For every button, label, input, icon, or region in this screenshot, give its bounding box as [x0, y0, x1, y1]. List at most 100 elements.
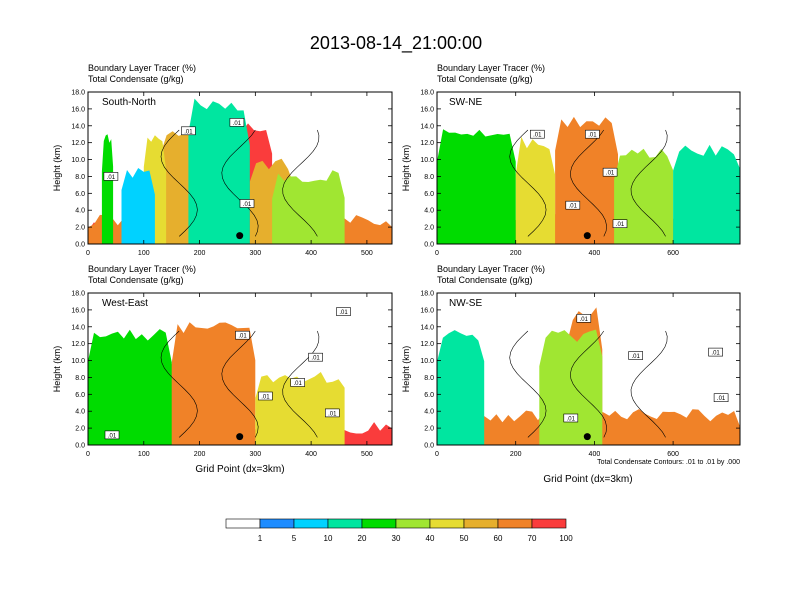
panel-field	[437, 293, 740, 445]
contour-label-text: .01	[580, 317, 589, 323]
x-tick-label: 300	[249, 250, 261, 257]
contour-label-box	[324, 408, 340, 418]
panel-title: South-North	[102, 97, 156, 108]
y-tick-label: 14.0	[420, 123, 434, 130]
y-tick-label: 2.0	[424, 225, 434, 232]
x-axis-label: Grid Point (dx=3km)	[195, 464, 284, 475]
x-tick-label: 600	[667, 250, 679, 257]
contour-label-box	[628, 351, 644, 360]
y-tick-label: 2.0	[75, 426, 85, 433]
colorbar-swatch	[259, 518, 295, 529]
contour-label-box	[104, 430, 120, 440]
contour-label: .01	[239, 199, 255, 208]
panel-header-line2: Total Condensate (g/kg)	[437, 74, 533, 84]
colorbar: 1 5 10 20 30 40 50 60 70 100	[225, 518, 573, 543]
contour-label-text: .01	[567, 417, 576, 423]
contour-label-box	[602, 167, 618, 177]
contour-label-box	[229, 118, 245, 127]
contour-label: .01	[336, 307, 351, 316]
condensate-contours: .01 .01 .01 .01	[103, 118, 320, 240]
colorbar-swatch	[429, 518, 465, 529]
contour-label-box	[576, 313, 592, 323]
contour-label-text: .01	[533, 133, 542, 139]
contour-line	[282, 330, 320, 438]
y-tick-label: 6.0	[424, 392, 434, 399]
panel-header-line2: Total Condensate (g/kg)	[437, 275, 533, 285]
contour-label-text: .01	[339, 310, 348, 316]
panel-nw-se: Boundary Layer Tracer (%) Total Condensa…	[401, 264, 741, 485]
contour-footnote: Total Condensate Contours: .01 to .01 by…	[597, 459, 740, 466]
contour-label: .01	[103, 172, 119, 181]
contour-line	[221, 129, 259, 237]
y-tick-label: 4.0	[424, 409, 434, 416]
plot-frame	[436, 292, 741, 446]
panel-title: NW-SE	[449, 298, 482, 309]
colorbar-swatch	[361, 518, 397, 529]
contour-line	[630, 330, 668, 438]
condensate-contours: .01 .01 .01 .01 .01	[509, 313, 729, 441]
contour-line	[509, 330, 547, 438]
colorbar-swatch	[293, 518, 329, 529]
y-tick-label: 12.0	[420, 140, 434, 147]
colorbar-label: 20	[358, 534, 367, 543]
contour-label-text: .01	[184, 129, 193, 135]
panel-header-line1: Boundary Layer Tracer (%)	[88, 63, 196, 73]
panel-title: SW-NE	[449, 97, 482, 108]
panel-south-north: Boundary Layer Tracer (%) Total Condensa…	[52, 63, 393, 257]
y-tick-label: 18.0	[420, 90, 434, 97]
y-axis-label: Height (km)	[52, 145, 62, 192]
location-marker	[583, 232, 591, 240]
y-tick-label: 16.0	[420, 106, 434, 113]
contour-label-box	[529, 129, 545, 139]
contour-label-box	[708, 347, 723, 357]
field-region	[160, 129, 197, 244]
y-tick-label: 12.0	[420, 341, 434, 348]
contour-label-box	[181, 126, 196, 136]
panel-field	[88, 293, 392, 445]
x-tick-label: 400	[589, 250, 601, 257]
contour-line	[630, 129, 668, 237]
y-tick-label: 18.0	[420, 291, 434, 298]
y-tick-label: 14.0	[71, 324, 85, 331]
contour-label-text: .01	[717, 396, 726, 402]
contour-label: .01	[308, 352, 323, 362]
contour-line	[509, 129, 547, 237]
panel-header-line1: Boundary Layer Tracer (%)	[88, 264, 196, 274]
field-region	[121, 168, 155, 244]
contour-label: .01	[235, 330, 250, 340]
plot-frame	[87, 91, 393, 245]
field-region	[555, 116, 618, 244]
y-tick-label: 10.0	[71, 157, 85, 164]
panel-sw-ne: Boundary Layer Tracer (%) Total Condensa…	[401, 63, 741, 257]
y-tick-label: 4.0	[75, 409, 85, 416]
y-tick-label: 10.0	[71, 358, 85, 365]
contour-label-text: .01	[328, 411, 337, 417]
contour-label: .01	[576, 313, 592, 323]
contour-label-text: .01	[233, 121, 242, 127]
panel-field	[88, 92, 392, 244]
panel-west-east: Boundary Layer Tracer (%) Total Condensa…	[52, 264, 393, 475]
contour-line	[221, 330, 259, 438]
contour-line	[570, 330, 607, 438]
contour-label-text: .01	[588, 133, 597, 139]
contour-label: .01	[612, 219, 628, 228]
colorbar-label: 100	[559, 534, 573, 543]
x-tick-label: 200	[510, 250, 522, 257]
contour-label: .01	[628, 351, 644, 360]
contour-label-text: .01	[711, 351, 720, 357]
contour-label-box	[290, 378, 306, 387]
y-tick-label: 2.0	[424, 426, 434, 433]
plot-frame	[436, 91, 741, 245]
condensate-contours: .01 .01 .01 .01 .01 .01 .01	[104, 307, 351, 441]
y-tick-label: 4.0	[424, 208, 434, 215]
contour-label-box	[239, 199, 255, 208]
colorbar-swatch	[327, 518, 363, 529]
y-tick-label: 16.0	[420, 307, 434, 314]
colorbar-label: 30	[392, 534, 401, 543]
contour-label: .01	[713, 393, 729, 402]
contour-line	[160, 330, 198, 438]
x-tick-label: 0	[86, 451, 90, 458]
y-tick-label: 8.0	[75, 174, 85, 181]
contour-label: .01	[708, 347, 723, 357]
